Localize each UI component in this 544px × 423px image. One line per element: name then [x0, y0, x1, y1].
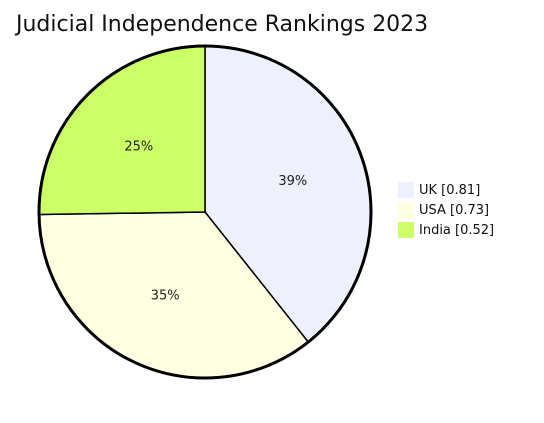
slice-percent-label-1: 35% — [151, 289, 180, 304]
slice-percent-label-0: 39% — [278, 174, 307, 189]
legend-label-1: USA [0.73] — [419, 202, 490, 218]
legend-label-0: UK [0.81] — [419, 182, 481, 198]
legend-item-0: UK [0.81] — [398, 180, 494, 200]
legend-item-2: India [0.52] — [398, 220, 494, 240]
slice-percent-label-2: 25% — [124, 139, 153, 154]
legend-swatch-0 — [398, 182, 414, 198]
legend-item-1: USA [0.73] — [398, 200, 494, 220]
pie-outline — [37, 44, 373, 380]
pie-slice-2 — [38, 45, 206, 216]
legend: UK [0.81] USA [0.73] India [0.52] — [398, 180, 494, 240]
legend-swatch-1 — [398, 202, 414, 218]
legend-label-2: India [0.52] — [419, 222, 495, 238]
legend-swatch-2 — [398, 222, 414, 238]
chart-title: Judicial Independence Rankings 2023 — [16, 12, 429, 37]
